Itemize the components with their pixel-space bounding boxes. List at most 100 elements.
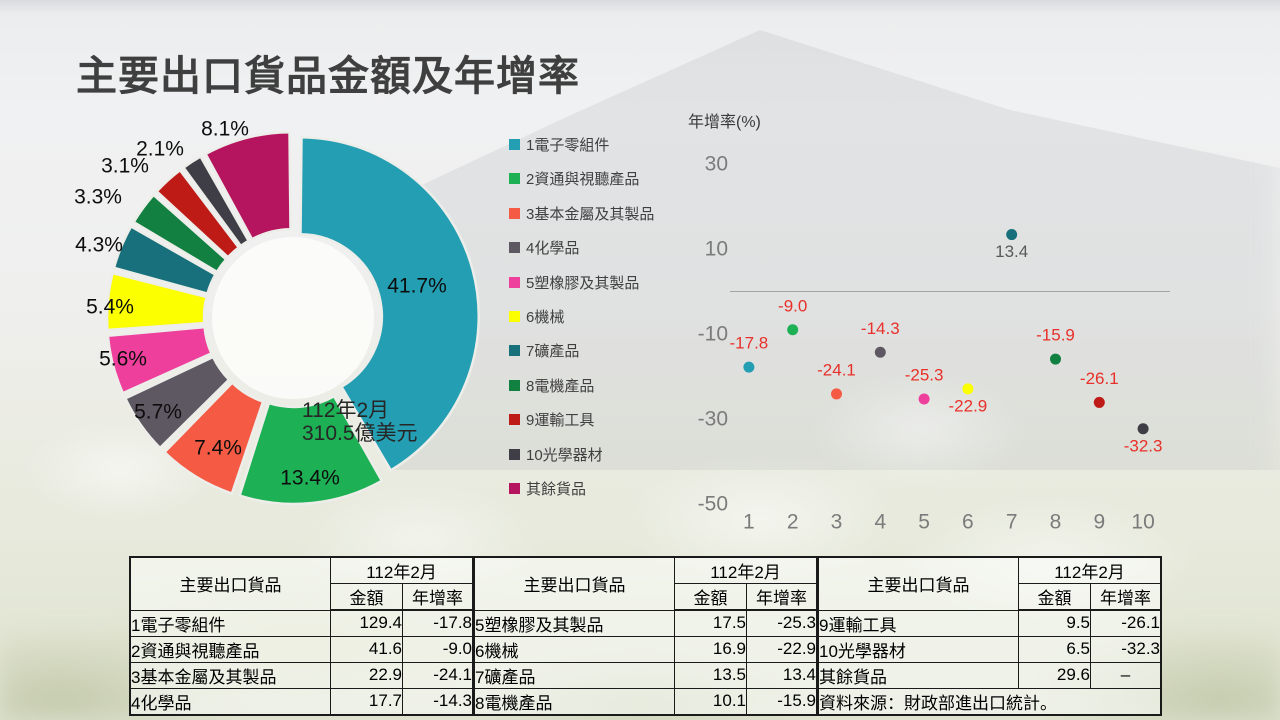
table-cell-product: 3基本金屬及其製品 [129, 661, 331, 689]
scatter-point-label: 13.4 [995, 242, 1028, 261]
table-cell-growth: -22.9 [746, 635, 818, 663]
table-header-product: 主要出口貨品 [129, 556, 331, 611]
table-cell-product: 2資通與視聽產品 [129, 635, 331, 663]
pie-slice-7 [112, 224, 218, 296]
pie-slice-label: 3.1% [101, 155, 149, 178]
pie-slice-9 [155, 168, 241, 259]
table-header-growth: 年增率 [1090, 583, 1162, 611]
table-cell-amount: 6.5 [1018, 635, 1091, 663]
table-cell-amount: 16.9 [674, 635, 747, 663]
table-cell-growth: -25.3 [746, 609, 818, 637]
table-row: 10光學器材 6.5 -32.3 [817, 635, 1162, 663]
legend-item: 8電機產品 [509, 375, 684, 396]
scatter-point-label: -22.9 [949, 396, 988, 415]
scatter-point-10 [1137, 423, 1149, 435]
table-row: 2資通與視聽產品 41.6 -9.0 [129, 635, 474, 663]
scatter-point-4 [874, 346, 886, 358]
export-table-1: 主要出口貨品 112年2月 金額 年增率 1電子零組件 129.4 -17.8 2資通與視聽產… [129, 556, 474, 716]
y-tick-label: 30 [705, 153, 728, 176]
table-cell-growth: -15.9 [746, 687, 818, 715]
legend-item: 3基本金屬及其製品 [509, 203, 684, 224]
scatter-point-6 [962, 383, 974, 395]
donut-chart: 41.7% 13.4% 7.4% 5.7% 5.6% 5.4% 4.3% 3.3% 3.1% 2.… [60, 100, 540, 550]
table-row-source: 資料來源：財政部進出口統計。 [817, 687, 1162, 715]
y-tick-label: -30 [698, 408, 728, 431]
legend-swatch [509, 310, 520, 322]
scatter-point-3 [831, 388, 842, 400]
legend-item: 10光學器材 [509, 444, 684, 465]
pie-slice-label: 5.6% [99, 348, 147, 371]
table-row: 其餘貨品 29.6– [817, 661, 1162, 689]
pie-slice-3 [162, 380, 265, 496]
export-table-2: 主要出口貨品 112年2月 金額 年增率 5塑橡膠及其製品 17.5 -25.3 6機械 16.… [473, 556, 818, 716]
scatter-point-2 [787, 324, 799, 336]
source-note: 資料來源：財政部進出口統計。 [817, 687, 1162, 715]
legend-swatch [509, 414, 520, 426]
table-cell-growth: – [1090, 661, 1162, 689]
table-cell-product: 7礦產品 [473, 661, 675, 689]
legend-swatch [509, 173, 520, 185]
page-title: 主要出口貨品金額及年增率 [76, 53, 580, 99]
table-row: 1電子零組件 129.4 -17.8 [129, 609, 474, 637]
pie-slice-label: 8.1% [201, 118, 249, 141]
pie-slice-6 [105, 271, 209, 332]
legend-item-label: 6機械 [526, 308, 565, 326]
pie-slice-2 [238, 394, 384, 506]
table-cell-amount: 10.1 [674, 687, 747, 715]
pie-slice-4 [123, 355, 231, 450]
export-tables: 主要出口貨品 112年2月 金額 年增率 1電子零組件 129.4 -17.8 2資通與視聽產… [129, 556, 1162, 716]
scatter-point-5 [918, 393, 930, 405]
table-header-amount: 金額 [674, 583, 747, 611]
table-header-growth: 年增率 [746, 583, 818, 611]
table-header-amount: 金額 [330, 583, 403, 611]
scatter-chart: 年增率(%) 30 10 -10 -30 -50 1 2 3 4 5 6 7 8 9 10 -17.8 -9.0… [680, 100, 1200, 550]
legend-item: 5塑橡膠及其製品 [509, 272, 684, 293]
legend-item: 2資通與視聽產品 [509, 168, 684, 189]
table-cell-product: 6機械 [473, 635, 675, 663]
table-cell-amount: 129.4 [330, 609, 403, 637]
legend-swatch [509, 379, 520, 391]
table-cell-amount: 17.7 [330, 687, 403, 715]
pie-slice-10 [181, 154, 251, 248]
scatter-point-label: -26.1 [1080, 369, 1119, 388]
legend-item-label: 2資通與視聽產品 [526, 171, 640, 189]
pie-slice-label: 5.4% [86, 296, 134, 319]
donut-center-label: 112年2月 310.5億美元 [302, 399, 418, 445]
donut-center-amount: 310.5億美元 [302, 422, 418, 445]
table-cell-growth: -32.3 [1090, 635, 1162, 663]
legend-item-label: 9運輸工具 [526, 412, 595, 430]
table-row: 4化學品 17.7 -14.3 [129, 687, 474, 715]
table-cell-growth: -24.1 [402, 661, 474, 689]
legend-item: 1電子零組件 [509, 134, 684, 155]
donut-center-period: 112年2月 [302, 399, 390, 422]
scatter-chart-svg: 30 10 -10 -30 -50 1 2 3 4 5 6 7 8 9 10 -17.8 -9.0 -24.1 -1… [698, 153, 1170, 534]
table-header-product: 主要出口貨品 [473, 556, 675, 611]
table-row: 5塑橡膠及其製品 17.5 -25.3 [473, 609, 818, 637]
scatter-point-label: -25.3 [905, 366, 944, 385]
table-cell-product: 10光學器材 [817, 635, 1019, 663]
x-tick-label: 10 [1131, 511, 1154, 534]
legend-item-label: 8電機產品 [526, 377, 595, 395]
donut-hole [212, 237, 374, 399]
x-tick-label: 3 [831, 511, 843, 534]
legend-item: 7礦產品 [509, 340, 684, 361]
scatter-point-label: -24.1 [817, 360, 856, 379]
pie-slice-label: 4.3% [75, 234, 123, 257]
pie-slice-label: 13.4% [280, 467, 340, 490]
scatter-point-label: -17.8 [730, 334, 769, 353]
y-tick-label: -50 [698, 493, 728, 516]
pie-slice-label: 2.1% [136, 138, 184, 161]
table-header-amount: 金額 [1018, 583, 1091, 611]
table-header-product: 主要出口貨品 [817, 556, 1019, 611]
y-tick-label: -10 [698, 323, 728, 346]
table-cell-amount: 9.5 [1018, 609, 1091, 637]
table-row: 6機械 16.9 -22.9 [473, 635, 818, 663]
legend-item-label: 5塑橡膠及其製品 [526, 274, 640, 292]
table-cell-product: 8電機產品 [473, 687, 675, 715]
pie-slice-label: 3.3% [74, 186, 122, 209]
y-tick-label: 10 [705, 238, 728, 261]
table-cell-amount: 13.5 [674, 661, 747, 689]
table-cell-growth: -9.0 [402, 635, 474, 663]
table-cell-amount: 22.9 [330, 661, 403, 689]
x-tick-label: 8 [1050, 511, 1062, 534]
